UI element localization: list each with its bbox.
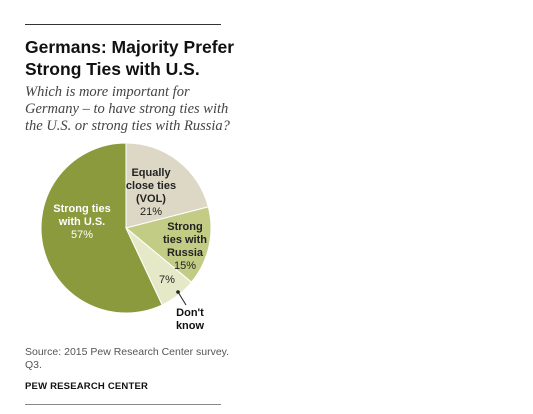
brand-label: PEW RESEARCH CENTER bbox=[25, 381, 149, 392]
bottom-rule bbox=[25, 404, 221, 405]
source-line-1: Source: 2015 Pew Research Center survey. bbox=[25, 346, 230, 358]
pie-slice bbox=[124, 206, 212, 283]
subtitle-line-1: Which is more important for bbox=[25, 84, 190, 100]
slice-category-label: Strong bbox=[167, 221, 202, 233]
slice-value-label: 21% bbox=[140, 206, 162, 218]
slice-value-label: 15% bbox=[174, 260, 196, 272]
slice-category-label: Strong ties bbox=[53, 203, 110, 215]
subtitle-line-2: Germany – to have strong ties with bbox=[25, 101, 229, 117]
leader-dot bbox=[176, 290, 180, 294]
pie-slice bbox=[125, 227, 193, 306]
slice-value-label: 7% bbox=[159, 274, 175, 286]
slice-value-label: 57% bbox=[71, 229, 93, 241]
top-rule bbox=[25, 24, 221, 25]
title-line-1: Germans: Majority Prefer bbox=[25, 37, 235, 57]
slice-category-label: ties with bbox=[163, 234, 207, 246]
source-note: Source: 2015 Pew Research Center survey.… bbox=[25, 346, 245, 372]
source-line-2: Q3. bbox=[25, 359, 42, 371]
slice-category-label: Russia bbox=[167, 247, 204, 259]
slice-category-label: know bbox=[176, 320, 205, 332]
slice-category-label: close ties bbox=[126, 180, 176, 192]
slice-category-label: (VOL) bbox=[136, 193, 166, 205]
chart-title: Germans: Majority Prefer Strong Ties wit… bbox=[25, 36, 235, 80]
subtitle-line-3: the U.S. or strong ties with Russia? bbox=[25, 118, 230, 134]
pie-slice bbox=[125, 142, 209, 229]
chart-subtitle: Which is more important for Germany – to… bbox=[25, 84, 230, 135]
slice-category-label: Equally bbox=[131, 167, 171, 179]
slice-category-label: with U.S. bbox=[58, 216, 105, 228]
leader-line bbox=[177, 291, 187, 306]
slice-category-label: Don't bbox=[176, 307, 204, 319]
pie-slice bbox=[40, 142, 163, 314]
title-line-2: Strong Ties with U.S. bbox=[25, 59, 200, 79]
